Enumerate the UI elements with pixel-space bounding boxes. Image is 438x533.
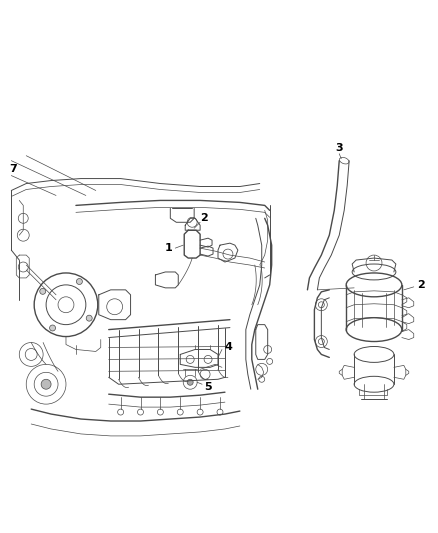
Circle shape xyxy=(41,379,51,389)
Circle shape xyxy=(49,325,56,331)
Text: 3: 3 xyxy=(336,143,343,153)
Text: 2: 2 xyxy=(417,280,424,290)
Circle shape xyxy=(40,288,46,294)
Circle shape xyxy=(86,315,92,321)
Text: 5: 5 xyxy=(204,382,212,392)
Circle shape xyxy=(76,279,82,285)
Text: 2: 2 xyxy=(200,213,208,223)
Text: 4: 4 xyxy=(224,343,232,352)
Text: 1: 1 xyxy=(164,243,172,253)
Circle shape xyxy=(187,379,193,385)
Text: 7: 7 xyxy=(10,164,17,174)
